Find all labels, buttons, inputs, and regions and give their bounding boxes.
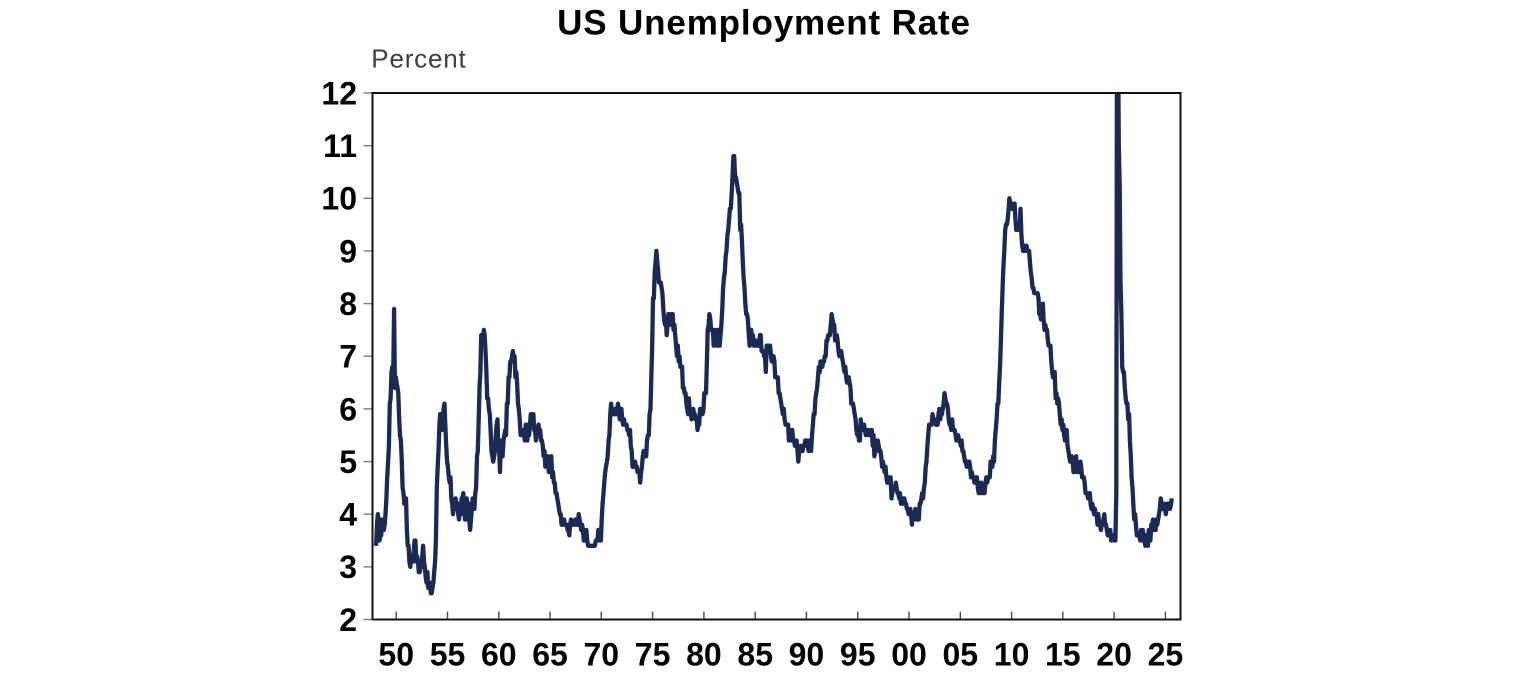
svg-text:95: 95 bbox=[840, 637, 876, 673]
svg-text:00: 00 bbox=[891, 637, 927, 673]
svg-text:5: 5 bbox=[339, 444, 357, 480]
svg-text:2: 2 bbox=[339, 602, 357, 638]
svg-text:65: 65 bbox=[532, 637, 568, 673]
svg-text:7: 7 bbox=[339, 339, 357, 375]
svg-text:9: 9 bbox=[339, 233, 357, 269]
svg-text:20: 20 bbox=[1096, 637, 1132, 673]
svg-text:11: 11 bbox=[323, 128, 357, 164]
svg-text:10: 10 bbox=[994, 637, 1030, 673]
svg-text:90: 90 bbox=[789, 637, 825, 673]
svg-text:8: 8 bbox=[339, 286, 357, 322]
svg-text:70: 70 bbox=[584, 637, 620, 673]
svg-text:55: 55 bbox=[430, 637, 466, 673]
svg-text:US Unemployment Rate: US Unemployment Rate bbox=[557, 3, 971, 42]
svg-text:10: 10 bbox=[321, 181, 357, 217]
svg-text:15: 15 bbox=[1045, 637, 1081, 673]
svg-text:12: 12 bbox=[321, 75, 357, 111]
svg-text:60: 60 bbox=[481, 637, 517, 673]
svg-text:80: 80 bbox=[686, 637, 722, 673]
svg-text:6: 6 bbox=[339, 391, 357, 427]
svg-text:85: 85 bbox=[737, 637, 773, 673]
svg-text:3: 3 bbox=[339, 549, 357, 585]
svg-text:05: 05 bbox=[943, 637, 979, 673]
svg-text:50: 50 bbox=[378, 637, 414, 673]
svg-text:Percent: Percent bbox=[371, 43, 466, 73]
svg-text:25: 25 bbox=[1148, 637, 1184, 673]
svg-text:4: 4 bbox=[339, 497, 357, 533]
svg-text:75: 75 bbox=[635, 637, 671, 673]
